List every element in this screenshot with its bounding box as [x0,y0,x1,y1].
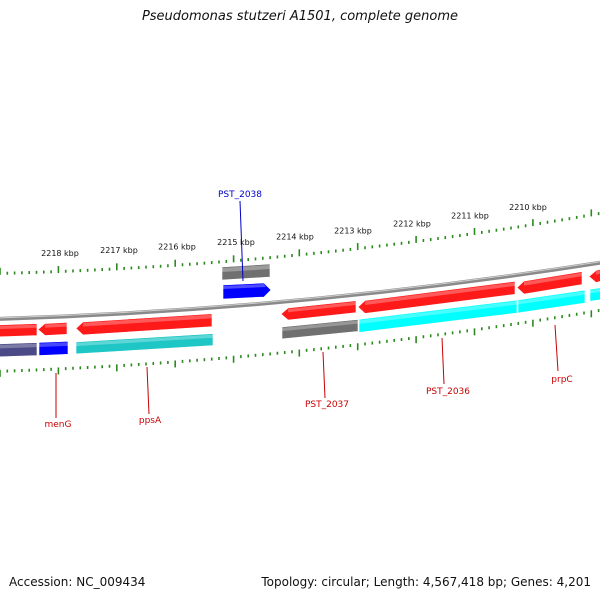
genome-backbone [0,260,600,321]
label-leader-line [441,337,445,385]
backbone-line [0,260,600,321]
gene-feature[interactable] [221,263,271,281]
cds-forward-feature[interactable] [37,322,68,336]
scale-label: 2215 kbp [217,238,255,247]
cds-reverse-feature[interactable] [75,333,214,355]
cds-forward-feature[interactable] [0,323,38,338]
cds-reverse-feature[interactable] [358,299,518,333]
backbone-highlight [0,261,600,319]
rna-feature[interactable] [38,340,69,356]
cds-forward-feature[interactable] [588,268,600,283]
scale-label: 2212 kbp [393,219,431,228]
gene-label[interactable]: PST_2038 [218,190,262,200]
scale-label: 2217 kbp [100,246,138,255]
scale-label: 2216 kbp [158,243,196,252]
cds-forward-feature[interactable] [516,271,583,295]
cds-reverse-feature[interactable] [589,287,600,302]
feature-tracks [0,263,600,358]
topology-text: Topology: circular; Length: 4,567,418 bp… [261,575,591,589]
scale-label: 2213 kbp [334,227,372,236]
scale-label: 2210 kbp [509,203,547,212]
feature-labels: PST_2038 menG ppsA PST_2037 PST_2036 prpC [45,190,573,430]
scale-label: 2214 kbp [276,233,314,242]
cds-forward-feature[interactable] [280,300,357,321]
label-leader-line [239,200,244,282]
label-leader-line [554,324,559,372]
gene-feature[interactable] [0,342,38,358]
label-leader-line [322,351,326,399]
scale-label: 2211 kbp [451,212,489,221]
gene-label[interactable]: ppsA [139,416,162,426]
scale-ticks: 2210 kbp 2211 kbp 2212 kbp 2213 kbp 2214 kbp… [0,203,600,377]
cds-forward-feature[interactable] [357,280,516,314]
cds-forward-feature[interactable] [75,313,213,336]
gene-label[interactable]: prpC [551,375,572,385]
label-leader-line [146,366,150,415]
scale-label: 2218 kbp [41,249,79,258]
cds-reverse-feature[interactable] [517,289,586,314]
rna-feature[interactable] [222,282,272,300]
gene-label[interactable]: PST_2037 [305,400,349,410]
map-title: Pseudomonas stutzeri A1501, complete gen… [141,9,459,24]
gene-feature[interactable] [281,319,359,340]
accession-text: Accession: NC_009434 [9,575,146,589]
gene-label[interactable]: PST_2036 [426,387,470,397]
gene-label[interactable]: menG [45,420,72,430]
